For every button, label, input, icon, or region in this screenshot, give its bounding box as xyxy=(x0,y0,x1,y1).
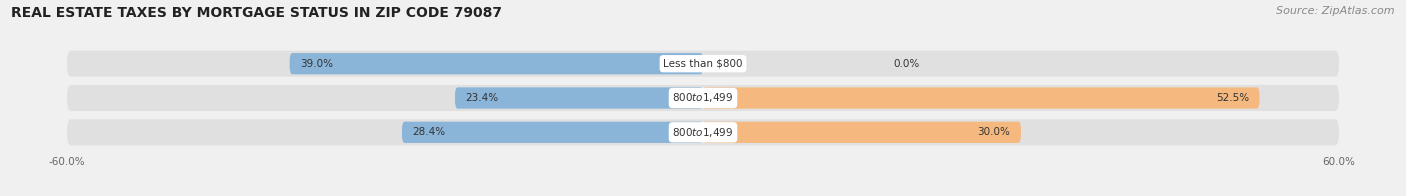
Text: $800 to $1,499: $800 to $1,499 xyxy=(672,126,734,139)
Text: REAL ESTATE TAXES BY MORTGAGE STATUS IN ZIP CODE 79087: REAL ESTATE TAXES BY MORTGAGE STATUS IN … xyxy=(11,6,502,20)
FancyBboxPatch shape xyxy=(67,51,1339,77)
Text: 30.0%: 30.0% xyxy=(977,127,1011,137)
Text: 28.4%: 28.4% xyxy=(412,127,446,137)
FancyBboxPatch shape xyxy=(703,87,1260,109)
Text: Less than $800: Less than $800 xyxy=(664,59,742,69)
FancyBboxPatch shape xyxy=(67,85,1339,111)
FancyBboxPatch shape xyxy=(703,122,1021,143)
Text: 0.0%: 0.0% xyxy=(894,59,920,69)
Text: 52.5%: 52.5% xyxy=(1216,93,1249,103)
FancyBboxPatch shape xyxy=(402,122,703,143)
FancyBboxPatch shape xyxy=(456,87,703,109)
Text: $800 to $1,499: $800 to $1,499 xyxy=(672,92,734,104)
Text: Source: ZipAtlas.com: Source: ZipAtlas.com xyxy=(1277,6,1395,16)
FancyBboxPatch shape xyxy=(67,119,1339,145)
FancyBboxPatch shape xyxy=(290,53,703,74)
Text: 39.0%: 39.0% xyxy=(301,59,333,69)
Text: 23.4%: 23.4% xyxy=(465,93,499,103)
